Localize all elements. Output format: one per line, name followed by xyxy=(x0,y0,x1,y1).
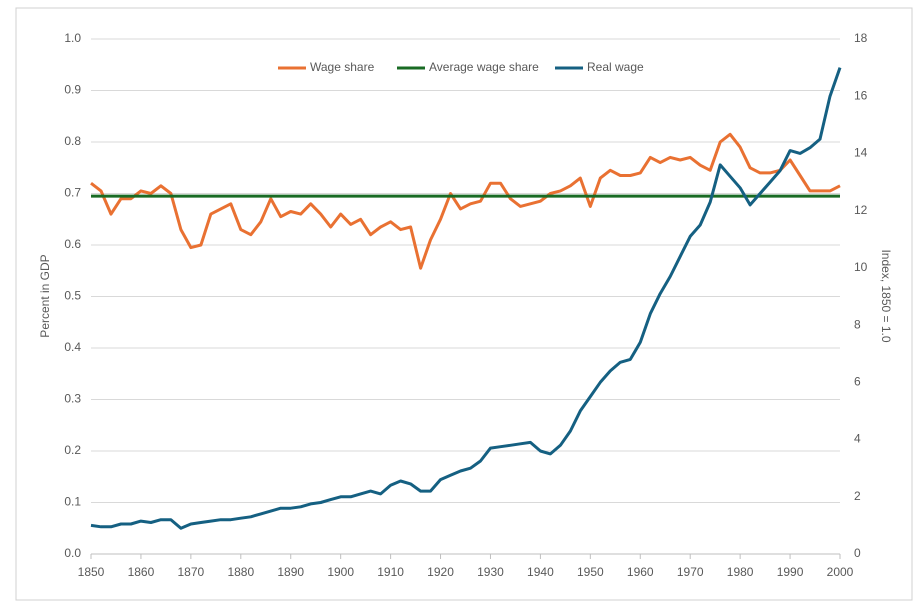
x-tick-label: 1890 xyxy=(277,565,304,579)
x-tick-label: 1910 xyxy=(377,565,404,579)
x-tick-label: 1920 xyxy=(427,565,454,579)
y-tick-label: 0.8 xyxy=(64,134,81,148)
x-tick-label: 2000 xyxy=(827,565,854,579)
y-tick-label: 0.4 xyxy=(64,340,81,354)
x-tick-label: 1940 xyxy=(527,565,554,579)
y2-tick-label: 8 xyxy=(854,317,861,331)
legend: Wage share Average wage share Real wage xyxy=(278,60,644,74)
y2-tick-label: 14 xyxy=(854,146,868,160)
chart-frame xyxy=(15,7,913,601)
x-tick-label: 1990 xyxy=(777,565,804,579)
x-tick-label: 1900 xyxy=(327,565,354,579)
x-tick-label: 1860 xyxy=(128,565,155,579)
y2-tick-label: 12 xyxy=(854,203,868,217)
y-tick-label: 0.0 xyxy=(64,546,81,560)
y-tick-label: 0.5 xyxy=(64,289,81,303)
x-tick-label: 1980 xyxy=(727,565,754,579)
x-tick-label: 1950 xyxy=(577,565,604,579)
x-tick-label: 1970 xyxy=(677,565,704,579)
y2-tick-label: 16 xyxy=(854,88,868,102)
x-tick-label: 1850 xyxy=(78,565,105,579)
legend-label: Average wage share xyxy=(429,60,539,74)
y2-tick-label: 18 xyxy=(854,31,868,45)
y2-tick-label: 0 xyxy=(854,546,861,560)
x-tick-label: 1870 xyxy=(178,565,205,579)
y-tick-label: 1.0 xyxy=(64,31,81,45)
legend-label: Real wage xyxy=(587,60,644,74)
y2-tick-label: 4 xyxy=(854,432,861,446)
y2-tick-label: 6 xyxy=(854,375,861,389)
series-line xyxy=(90,132,841,270)
y2-tick-label: 10 xyxy=(854,260,868,274)
y-tick-label: 0.6 xyxy=(64,237,81,251)
series-line xyxy=(90,67,842,530)
y-tick-label: 0.7 xyxy=(64,186,81,200)
x-tick-label: 1880 xyxy=(227,565,254,579)
y-tick-label: 0.9 xyxy=(64,83,81,97)
y-tick-label: 0.3 xyxy=(64,392,81,406)
x-tick-label: 1930 xyxy=(477,565,504,579)
x-tick-label: 1960 xyxy=(627,565,654,579)
y2-tick-label: 2 xyxy=(854,489,861,503)
y-axis-label: Percent in GDP xyxy=(38,254,52,337)
y-tick-label: 0.2 xyxy=(64,443,81,457)
y2-axis-label: Index, 1850 = 1.0 xyxy=(879,249,893,342)
y-tick-label: 0.1 xyxy=(64,495,81,509)
legend-label: Wage share xyxy=(310,60,375,74)
